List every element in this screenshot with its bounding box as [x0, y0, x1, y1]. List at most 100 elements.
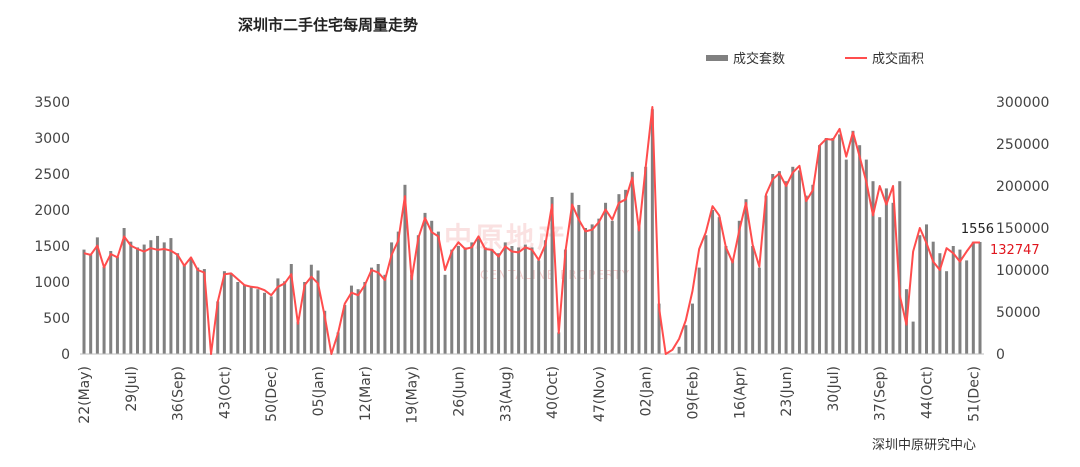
x-tick-label: 44(Oct): [920, 366, 936, 419]
y-right-tick-label: 100000: [996, 263, 1049, 279]
x-tick-label: 02(Jan): [639, 366, 655, 416]
bar: [443, 274, 447, 354]
x-tick-label: 30(Jul): [826, 366, 842, 412]
bar: [884, 188, 888, 354]
bar: [249, 286, 253, 354]
bar: [510, 246, 514, 354]
bar: [737, 220, 741, 354]
bar: [777, 171, 781, 354]
bar: [517, 247, 521, 354]
last-bar-value-label: 1556: [961, 222, 994, 237]
bar: [590, 224, 594, 354]
y-left-tick-label: 1000: [34, 275, 70, 291]
bar: [945, 271, 949, 354]
legend-swatch-bars: [706, 54, 728, 61]
x-tick-label: 16(Apr): [732, 366, 748, 419]
y-left-tick-label: 1500: [34, 239, 70, 255]
bar: [396, 231, 400, 354]
legend-item-line: 成交面积: [845, 48, 924, 67]
y-right-tick-label: 150000: [996, 221, 1049, 237]
bar: [891, 202, 895, 354]
bar: [918, 235, 922, 354]
bar: [637, 224, 641, 354]
bar: [316, 270, 320, 354]
bar: [483, 247, 487, 354]
bar: [864, 159, 868, 354]
bar: [470, 242, 474, 354]
bar: [276, 278, 280, 354]
area-line: [83, 106, 980, 355]
x-tick-label: 37(Sep): [873, 366, 889, 421]
y-right-tick-label: 200000: [996, 179, 1049, 195]
bar: [530, 247, 534, 354]
bar: [182, 264, 186, 354]
bar: [236, 282, 240, 354]
bar: [617, 194, 621, 354]
legend-item-bars: 成交套数: [706, 48, 785, 67]
bar: [898, 181, 902, 354]
bar: [156, 235, 160, 354]
bar: [711, 210, 715, 354]
bar: [423, 212, 427, 354]
y-left-tick-label: 2500: [34, 167, 70, 183]
bar: [704, 235, 708, 354]
bar: [115, 256, 119, 354]
bar: [122, 228, 126, 354]
y-left-tick-label: 0: [61, 347, 70, 363]
x-tick-label: 05(Jan): [311, 366, 327, 416]
bar: [229, 273, 233, 354]
bar: [403, 184, 407, 354]
bar: [503, 242, 507, 354]
x-tick-label: 40(Oct): [545, 366, 561, 419]
bar: [463, 247, 467, 354]
bar: [925, 224, 929, 354]
bar: [456, 246, 460, 354]
bar: [242, 284, 246, 354]
bar: [222, 271, 226, 354]
x-tick-label: 12(Mar): [358, 366, 374, 421]
bar: [216, 301, 220, 354]
bar: [309, 264, 313, 354]
bar: [818, 145, 822, 354]
source-note: 深圳中原研究中心: [872, 438, 977, 453]
bar: [824, 138, 828, 354]
bar: [597, 218, 601, 354]
legend-label-bars: 成交套数: [733, 52, 786, 67]
bar: [577, 204, 581, 354]
bar: [263, 292, 267, 354]
bar: [149, 240, 153, 354]
x-tick-label: 29(Jul): [124, 366, 140, 412]
bar: [390, 242, 394, 354]
bar: [657, 303, 661, 354]
bar: [791, 166, 795, 354]
x-tick-label: 23(Jun): [779, 366, 795, 417]
bar: [543, 240, 547, 354]
bar: [162, 242, 166, 354]
bar: [971, 241, 975, 354]
bar: [202, 269, 206, 354]
bar: [109, 251, 113, 354]
bar: [376, 264, 380, 354]
bar: [757, 267, 761, 354]
y-right-tick-label: 250000: [996, 137, 1049, 153]
bar: [684, 325, 688, 354]
bar: [583, 228, 587, 354]
y-right-tick-label: 0: [996, 347, 1005, 363]
bar: [336, 332, 340, 354]
bar: [644, 166, 648, 354]
bar: [697, 267, 701, 354]
bar: [102, 266, 106, 354]
bar: [610, 220, 614, 354]
bar: [557, 332, 561, 354]
bar: [811, 184, 815, 354]
bar: [490, 248, 494, 354]
bar: [771, 174, 775, 354]
x-tick-label: 47(Nov): [592, 366, 608, 422]
bar: [95, 237, 99, 354]
y-right-tick-label: 50000: [996, 305, 1041, 321]
legend-label-line: 成交面积: [872, 52, 925, 67]
bar: [129, 241, 133, 354]
bar: [978, 241, 982, 354]
bar: [650, 109, 654, 354]
